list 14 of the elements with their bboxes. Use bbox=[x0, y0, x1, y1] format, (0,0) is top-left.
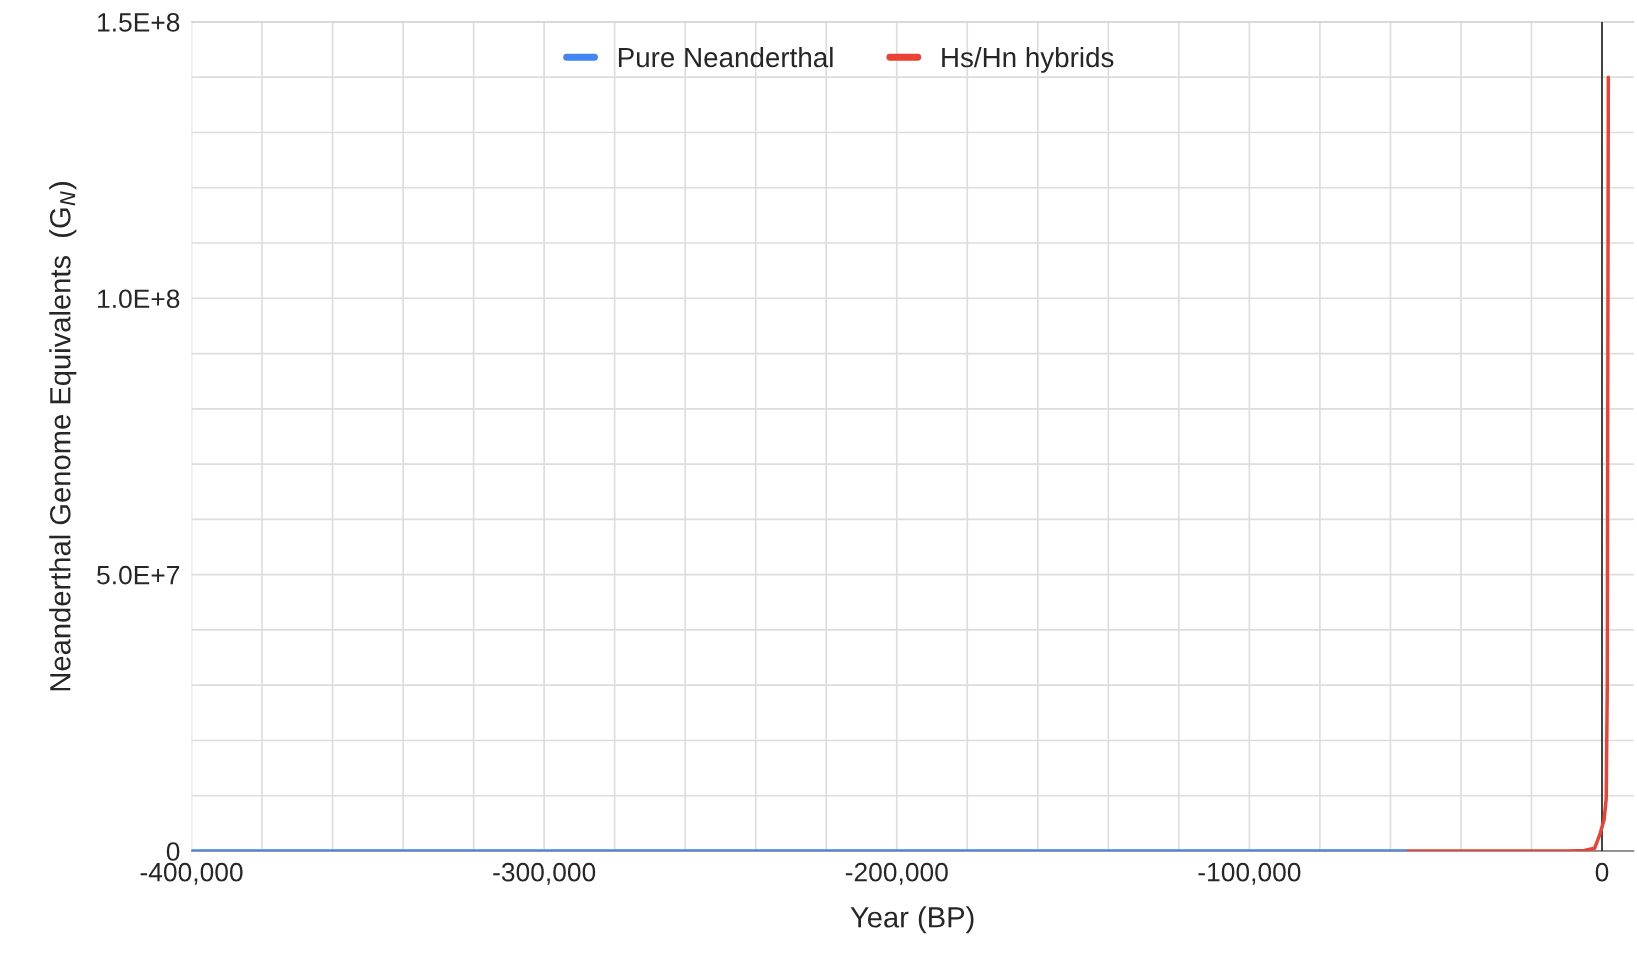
y-tick-label: 1.0E+8 bbox=[98, 289, 180, 309]
y-tick-label: 0 bbox=[166, 842, 180, 861]
y-axis-title: Neanderthal Genome Equivalents (G$_{N}$) bbox=[49, 182, 77, 691]
x-tick-label: -300,000 bbox=[493, 862, 596, 885]
x-tick-label: -200,000 bbox=[845, 862, 948, 885]
y-tick-label: 5.0E+7 bbox=[97, 565, 180, 585]
x-tick-label: -100,000 bbox=[1198, 862, 1301, 885]
x-axis-title: Year (BP) bbox=[850, 906, 974, 934]
y-tick-label: 1.5E+8 bbox=[98, 13, 180, 32]
legend-label: Pure Neanderthal bbox=[618, 46, 833, 68]
line-series bbox=[1406, 75, 1611, 852]
x-tick-label: 0 bbox=[1595, 862, 1609, 882]
x-tick-label: -400,000 bbox=[140, 862, 243, 885]
legend-label: Hs/Hn hybrids bbox=[942, 46, 1114, 73]
